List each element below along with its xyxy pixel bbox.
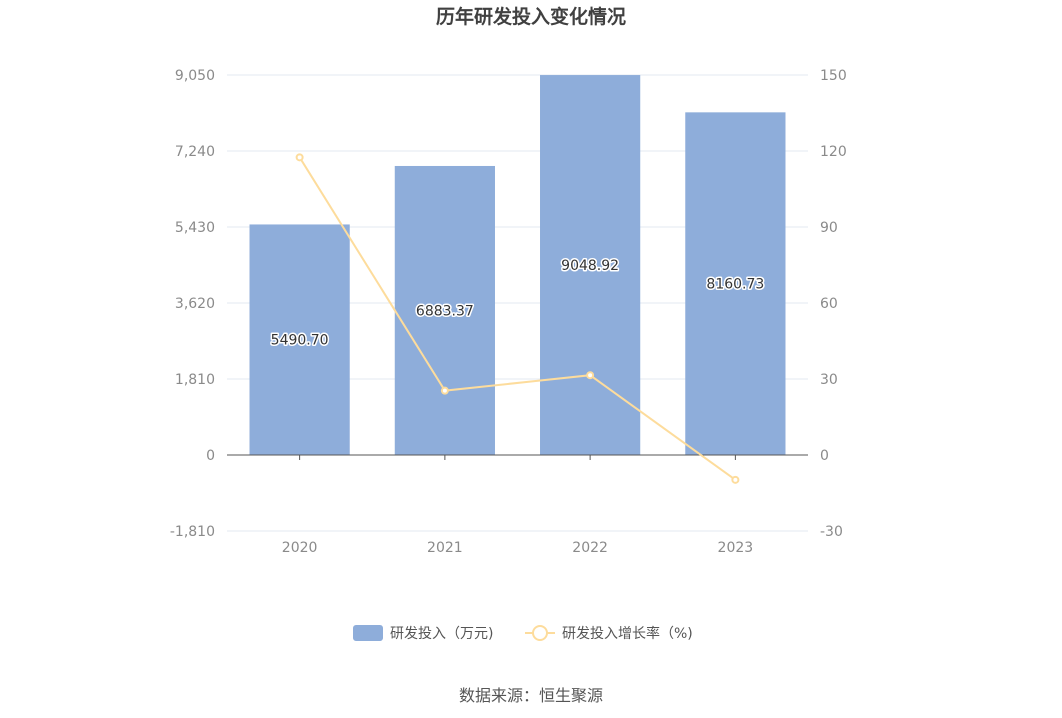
y-left-tick-label: 7,240 — [175, 144, 215, 160]
x-tick-label: 2023 — [718, 540, 754, 556]
growth-point — [440, 386, 449, 395]
y-left-tick-label: 5,430 — [175, 220, 215, 236]
legend-item-line[interactable]: 研发投入增长率（%) — [525, 625, 693, 642]
bar-value-labels: 5490.70 6883.37 9048.92 8160.73 — [269, 257, 766, 351]
bar-series — [249, 75, 786, 456]
growth-point — [731, 475, 740, 484]
legend-bar-label: 研发投入（万元) — [390, 626, 493, 642]
y-left-tick-label: 1,810 — [175, 372, 215, 388]
y-left-tick-label: 0 — [206, 448, 215, 464]
legend-line-marker — [532, 625, 548, 641]
bar-value-label: 9048.92 — [561, 258, 619, 274]
data-source: 数据来源：恒生聚源 — [459, 686, 603, 705]
y-right-tick-label: 0 — [820, 448, 829, 464]
legend-bar-swatch — [353, 625, 383, 641]
x-tick-label: 2022 — [572, 540, 608, 556]
chart-title: 历年研发投入变化情况 — [436, 5, 626, 28]
y-axis-right: -30 0 30 60 90 120 150 — [820, 68, 847, 540]
y-right-tick-label: -30 — [820, 524, 843, 540]
y-left-tick-label: 9,050 — [175, 68, 215, 84]
legend-line-label: 研发投入增长率（%) — [562, 625, 693, 642]
line-series — [295, 153, 740, 484]
y-axis-left: -1,810 0 1,810 3,620 5,430 7,240 9,050 — [170, 68, 215, 540]
y-right-tick-label: 60 — [820, 296, 838, 312]
bar — [249, 224, 350, 455]
bar — [394, 165, 495, 455]
growth-point — [586, 371, 595, 380]
x-tick-label: 2020 — [282, 540, 318, 556]
bar-value-label: 8160.73 — [706, 277, 764, 293]
y-left-tick-label: 3,620 — [175, 296, 215, 312]
bar-value-label: 6883.37 — [416, 303, 474, 319]
legend-item-bar[interactable]: 研发投入（万元) — [353, 625, 493, 642]
bar — [540, 75, 641, 455]
y-right-tick-label: 90 — [820, 220, 838, 236]
y-right-tick-label: 30 — [820, 372, 838, 388]
y-right-tick-label: 120 — [820, 144, 847, 160]
bar-value-label: 5490.70 — [271, 333, 329, 349]
x-tick-label: 2021 — [427, 540, 463, 556]
x-axis: 2020 2021 2022 2023 — [227, 454, 808, 556]
y-right-tick-label: 150 — [820, 68, 847, 84]
y-left-tick-label: -1,810 — [170, 524, 215, 540]
growth-point — [295, 153, 304, 162]
legend: 研发投入（万元) 研发投入增长率（%) — [353, 625, 693, 642]
growth-line — [298, 156, 736, 481]
bar — [685, 112, 786, 456]
